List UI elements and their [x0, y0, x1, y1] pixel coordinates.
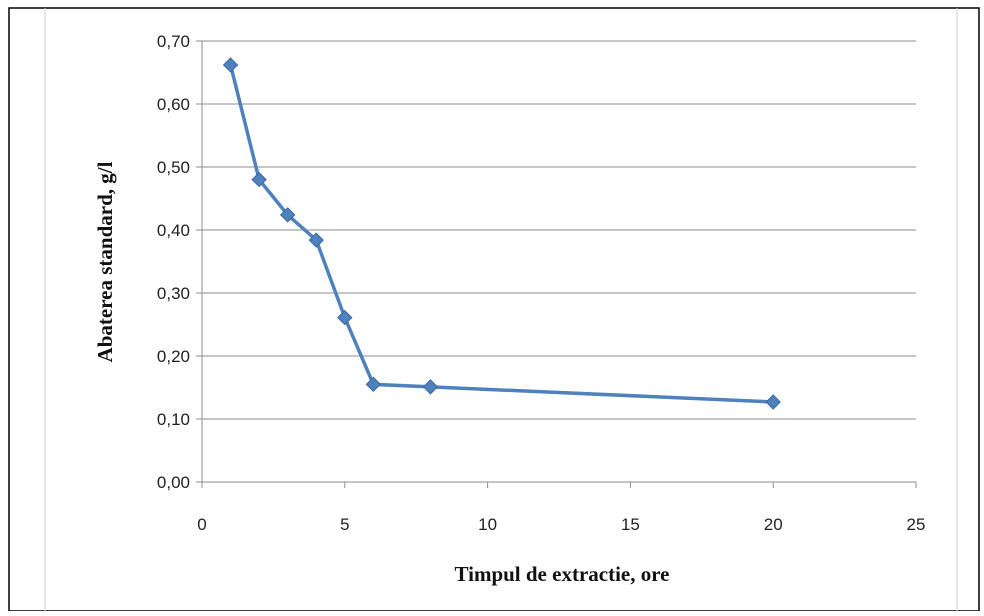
- x-tick-label: 10: [478, 515, 497, 534]
- y-tick-label: 0,30: [157, 284, 190, 303]
- x-tick-label: 25: [907, 515, 926, 534]
- grid-lines: [202, 40, 916, 420]
- x-tick-label: 5: [340, 515, 349, 534]
- data-point: [337, 309, 353, 326]
- axes: [196, 40, 917, 488]
- y-tick-label: 0,70: [157, 32, 190, 51]
- y-axis-title: Abaterea standard, g/l: [93, 161, 117, 362]
- series-line-0: [228, 63, 775, 404]
- x-axis-title: Timpul de extractie, ore: [454, 562, 669, 586]
- data-point: [765, 394, 781, 410]
- series: [222, 57, 781, 410]
- data-point: [422, 379, 439, 395]
- data-point: [308, 232, 324, 248]
- y-tick-label: 0,40: [157, 221, 190, 240]
- x-tick-labels: 0 5 10 15 20 25: [197, 515, 925, 534]
- y-tick-label: 0,10: [157, 410, 190, 429]
- y-tick-label: 0,60: [157, 95, 190, 114]
- data-point: [222, 57, 239, 73]
- y-tick-label: 0,00: [157, 473, 190, 492]
- x-tick-label: 15: [621, 515, 640, 534]
- y-tick-label: 0,50: [157, 158, 190, 177]
- x-tick-label: 0: [197, 515, 206, 534]
- y-tick-labels: 0,00 0,10 0,20 0,30 0,40 0,50 0,60 0,70: [157, 32, 190, 492]
- data-point: [279, 207, 296, 223]
- x-tick-label: 20: [764, 515, 783, 534]
- data-point: [365, 376, 382, 393]
- data-point: [251, 171, 267, 188]
- y-tick-label: 0,20: [157, 347, 190, 366]
